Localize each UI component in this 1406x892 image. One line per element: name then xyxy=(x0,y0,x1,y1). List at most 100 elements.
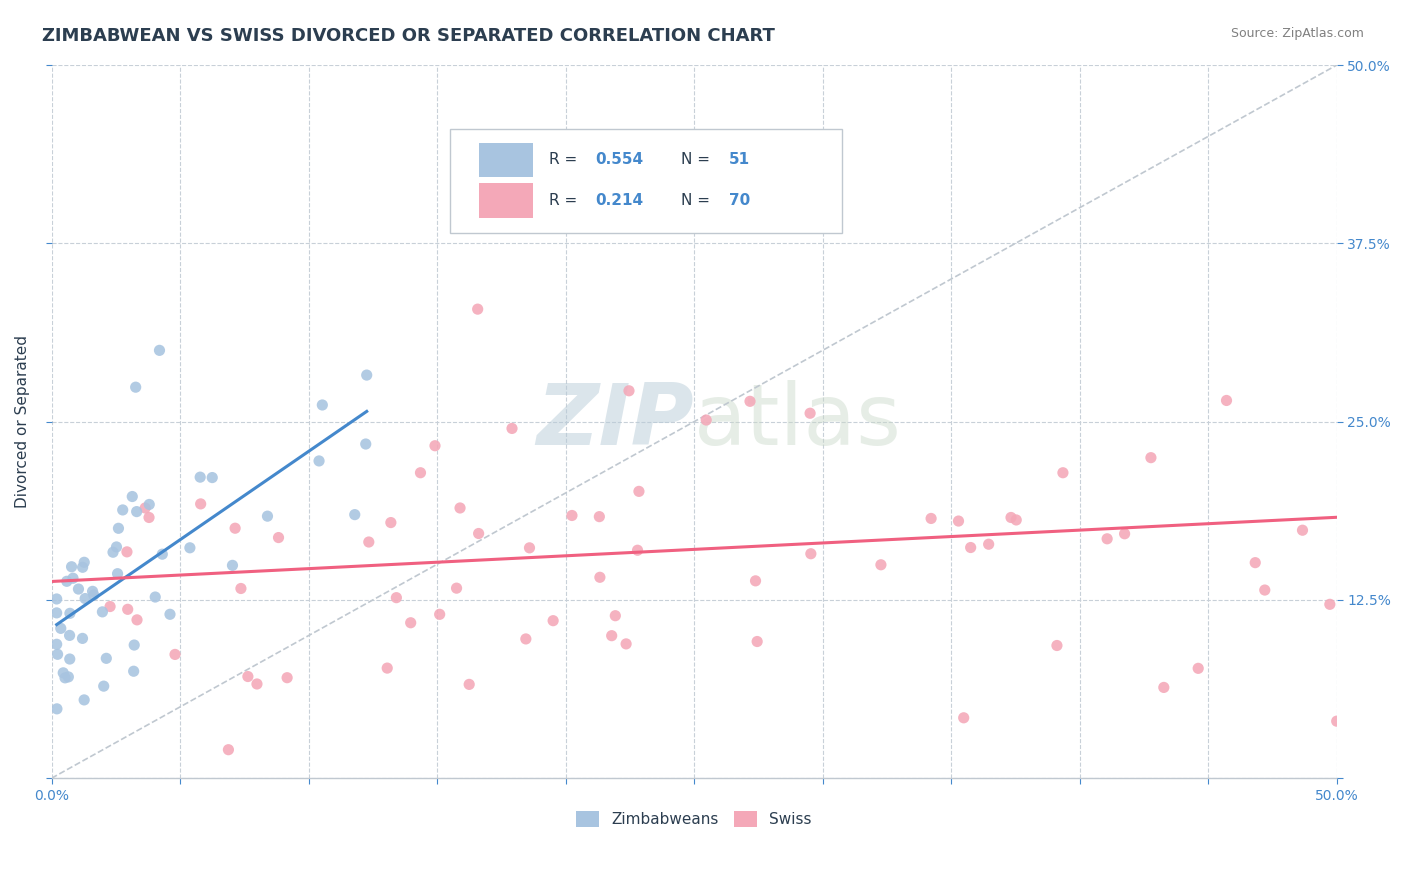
Point xyxy=(159,607,181,622)
Point xyxy=(385,591,408,605)
Point xyxy=(91,605,114,619)
Point xyxy=(45,591,67,606)
Point xyxy=(1005,513,1028,527)
Point xyxy=(115,545,138,559)
Point xyxy=(96,651,118,665)
Point xyxy=(589,570,612,584)
Point xyxy=(62,571,84,585)
Text: 0.554: 0.554 xyxy=(595,153,644,168)
Point xyxy=(1095,532,1118,546)
Point xyxy=(75,591,97,606)
Point xyxy=(52,665,75,680)
FancyBboxPatch shape xyxy=(450,129,842,233)
Text: N =: N = xyxy=(682,193,716,208)
Point xyxy=(626,543,648,558)
Point xyxy=(429,607,451,622)
Bar xyxy=(479,184,533,218)
Point xyxy=(148,343,170,358)
Text: R =: R = xyxy=(548,193,582,208)
Point xyxy=(734,158,756,172)
Point xyxy=(224,521,246,535)
Point xyxy=(72,632,94,646)
Point xyxy=(83,588,105,602)
Point xyxy=(1326,714,1348,728)
Point xyxy=(49,621,72,635)
Point xyxy=(267,531,290,545)
Point xyxy=(1052,466,1074,480)
Point xyxy=(98,599,121,614)
Point xyxy=(1244,556,1267,570)
Point xyxy=(1114,526,1136,541)
Point xyxy=(357,535,380,549)
Point xyxy=(138,498,160,512)
Point xyxy=(107,566,129,581)
Point xyxy=(138,510,160,524)
Point xyxy=(948,514,970,528)
Point xyxy=(1254,582,1277,597)
Point xyxy=(190,497,212,511)
Point xyxy=(311,398,333,412)
Point xyxy=(58,670,80,684)
Text: ZIP: ZIP xyxy=(537,380,695,463)
Text: 0.214: 0.214 xyxy=(595,193,644,208)
Point xyxy=(256,509,278,524)
Point xyxy=(134,500,156,515)
Point xyxy=(747,634,769,648)
Point xyxy=(53,671,76,685)
Point xyxy=(1215,393,1237,408)
Point xyxy=(375,661,398,675)
Point xyxy=(959,541,981,555)
Point xyxy=(45,702,67,716)
Point xyxy=(458,677,481,691)
Point xyxy=(343,508,366,522)
Point xyxy=(308,454,330,468)
Point xyxy=(124,380,146,394)
Point xyxy=(588,509,610,524)
Point xyxy=(800,547,823,561)
Point xyxy=(952,711,974,725)
Point xyxy=(217,742,239,756)
Point xyxy=(541,614,564,628)
Point xyxy=(188,470,211,484)
Y-axis label: Divorced or Separated: Divorced or Separated xyxy=(15,335,30,508)
Point xyxy=(125,505,148,519)
Point xyxy=(60,559,83,574)
Point xyxy=(101,545,124,559)
Point xyxy=(117,602,139,616)
Point xyxy=(977,537,1000,551)
Point xyxy=(72,560,94,574)
Point xyxy=(870,558,893,572)
Text: ZIMBABWEAN VS SWISS DIVORCED OR SEPARATED CORRELATION CHART: ZIMBABWEAN VS SWISS DIVORCED OR SEPARATE… xyxy=(42,27,775,45)
Point xyxy=(467,526,489,541)
Point xyxy=(1046,639,1069,653)
Point xyxy=(111,503,134,517)
Point xyxy=(409,466,432,480)
Point xyxy=(1319,597,1341,611)
Point xyxy=(45,606,67,620)
Point xyxy=(605,608,627,623)
Point xyxy=(423,439,446,453)
Text: 70: 70 xyxy=(728,193,749,208)
Point xyxy=(229,582,252,596)
Point xyxy=(125,613,148,627)
Point xyxy=(46,648,69,662)
Point xyxy=(1140,450,1163,465)
Point xyxy=(201,470,224,484)
Point xyxy=(356,368,378,382)
Point xyxy=(600,629,623,643)
Point xyxy=(236,669,259,683)
Point xyxy=(920,511,942,525)
Point xyxy=(519,541,541,555)
Point xyxy=(59,607,82,621)
Point xyxy=(121,490,143,504)
Point xyxy=(179,541,201,555)
Point xyxy=(627,484,650,499)
Text: N =: N = xyxy=(682,153,716,168)
Point xyxy=(246,677,269,691)
Point xyxy=(380,516,402,530)
Point xyxy=(67,582,90,596)
Bar xyxy=(479,143,533,177)
Point xyxy=(93,679,115,693)
Point xyxy=(163,648,186,662)
Point xyxy=(105,540,128,554)
